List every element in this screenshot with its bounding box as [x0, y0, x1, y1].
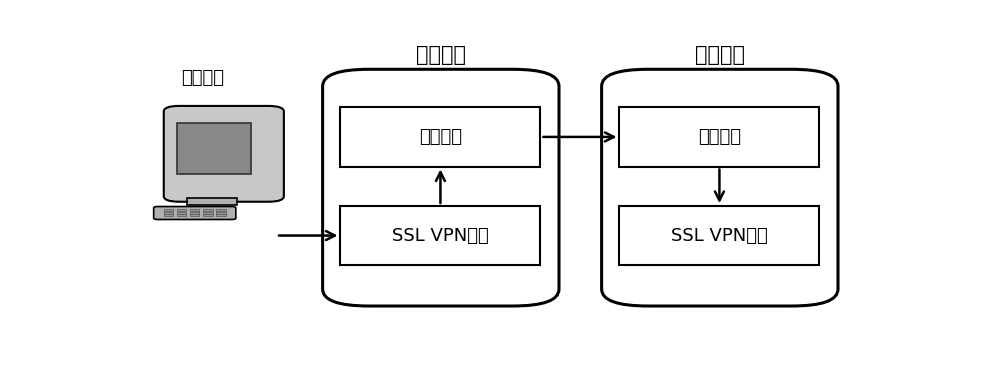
- Bar: [203, 212, 213, 214]
- Bar: [619, 107, 819, 167]
- FancyBboxPatch shape: [154, 206, 236, 220]
- Bar: [190, 214, 199, 216]
- Bar: [177, 123, 251, 173]
- Bar: [164, 209, 173, 211]
- Bar: [203, 209, 213, 211]
- Bar: [340, 107, 540, 167]
- Bar: [190, 209, 199, 211]
- Bar: [164, 214, 173, 216]
- Text: 终端设备: 终端设备: [181, 69, 224, 87]
- FancyBboxPatch shape: [323, 69, 559, 306]
- Text: SSL VPN进程: SSL VPN进程: [392, 227, 489, 244]
- Bar: [216, 214, 226, 216]
- Text: 配置进程: 配置进程: [698, 128, 741, 146]
- Bar: [177, 212, 186, 214]
- FancyBboxPatch shape: [602, 69, 838, 306]
- Bar: [216, 212, 226, 214]
- Bar: [177, 214, 186, 216]
- Text: SSL VPN进程: SSL VPN进程: [671, 227, 768, 244]
- Text: 主用设备: 主用设备: [416, 45, 466, 65]
- Bar: [619, 206, 819, 265]
- Bar: [203, 214, 213, 216]
- FancyBboxPatch shape: [164, 106, 284, 202]
- Bar: [177, 209, 186, 211]
- Bar: [164, 212, 173, 214]
- Bar: [340, 206, 540, 265]
- Bar: [187, 198, 237, 205]
- Bar: [216, 209, 226, 211]
- Text: 配置进程: 配置进程: [419, 128, 462, 146]
- Text: 备用设备: 备用设备: [695, 45, 745, 65]
- Bar: [190, 212, 199, 214]
